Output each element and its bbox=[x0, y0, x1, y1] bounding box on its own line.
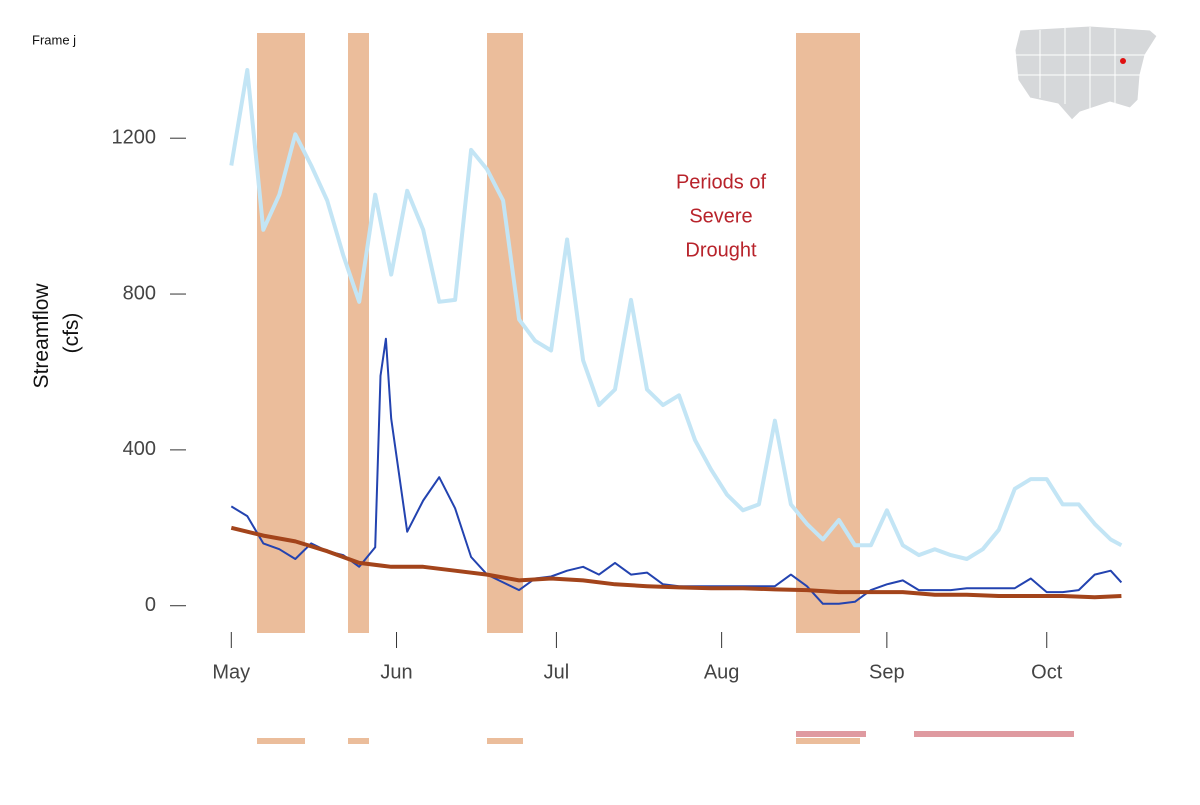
y-tick-label: 0 bbox=[145, 594, 156, 616]
x-tick-label: Jul bbox=[544, 661, 570, 683]
y-tick-label: 400 bbox=[123, 438, 156, 460]
strip bbox=[914, 731, 1074, 737]
other-strips bbox=[796, 731, 1074, 737]
y-axis-label-line: (cfs) bbox=[60, 313, 83, 354]
annotation: Periods of bbox=[676, 171, 766, 193]
drought-strip bbox=[257, 738, 305, 744]
y-tick-label: 800 bbox=[123, 282, 156, 304]
series-line bbox=[230, 525, 1122, 600]
drought-shading bbox=[257, 33, 860, 744]
drought-band bbox=[348, 33, 369, 633]
drought-band bbox=[257, 33, 305, 633]
annotation: Severe bbox=[689, 205, 752, 227]
y-axis-label-line: Streamflow bbox=[30, 283, 53, 389]
map-dot bbox=[1120, 58, 1126, 64]
x-tick-label: May bbox=[212, 661, 250, 683]
map-borders bbox=[1016, 27, 1150, 110]
drought-strip bbox=[796, 738, 860, 744]
x-tick-label: Sep bbox=[869, 661, 905, 683]
x-tick-label: Aug bbox=[704, 661, 740, 683]
x-tick-label: Oct bbox=[1031, 661, 1063, 683]
y-axis-label: Streamflow (cfs) bbox=[30, 278, 83, 389]
series-line bbox=[229, 68, 1123, 561]
drought-strip bbox=[487, 738, 523, 744]
x-tick-label: Jun bbox=[380, 661, 412, 683]
series-line bbox=[230, 337, 1123, 605]
annotation: Drought bbox=[685, 239, 757, 261]
drought-band bbox=[796, 33, 860, 633]
strip bbox=[796, 731, 866, 737]
y-tick-label: 1200 bbox=[112, 126, 157, 148]
chart-title: Frame j bbox=[32, 32, 76, 47]
map-shape bbox=[1014, 25, 1158, 121]
drought-band bbox=[487, 33, 523, 633]
us-map bbox=[1014, 25, 1158, 121]
drought-strip bbox=[348, 738, 369, 744]
